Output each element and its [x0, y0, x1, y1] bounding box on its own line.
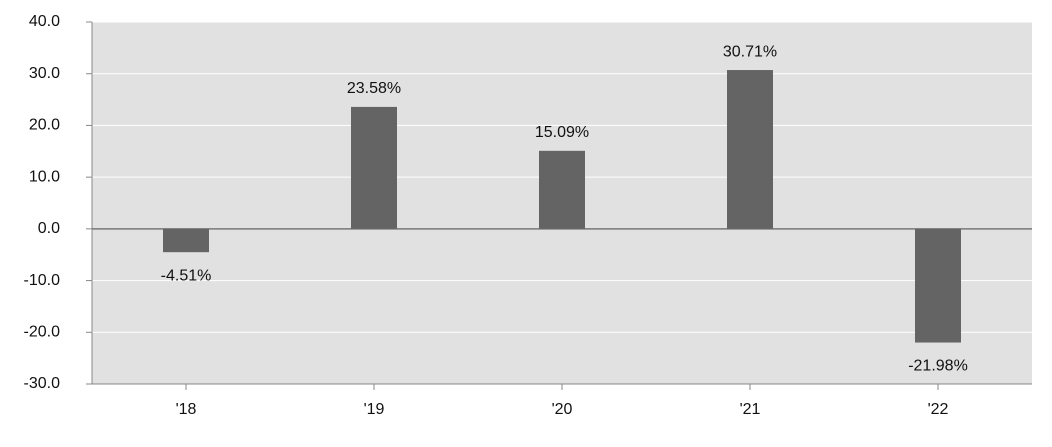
value-label: 15.09% [535, 124, 589, 141]
value-label: 30.71% [723, 43, 777, 60]
y-tick-label: -30.0 [24, 375, 61, 392]
x-tick-label: '21 [740, 401, 761, 418]
y-tick-label: 40.0 [29, 13, 60, 30]
bar [915, 228, 961, 343]
x-tick-label: '18 [176, 401, 197, 418]
value-label: -21.98% [908, 358, 968, 375]
x-tick-label: '19 [364, 401, 385, 418]
y-tick-label: -10.0 [24, 272, 61, 289]
x-tick-label: '22 [928, 401, 949, 418]
y-tick-label: 10.0 [29, 168, 60, 185]
y-tick-label: 30.0 [29, 65, 60, 82]
bar [351, 106, 397, 229]
bar [539, 150, 585, 229]
y-tick-label: -20.0 [24, 324, 61, 341]
x-tick-label: '20 [552, 401, 573, 418]
value-label: -4.51% [161, 267, 212, 284]
y-tick-label: 20.0 [29, 117, 60, 134]
y-tick-label: 0.0 [38, 220, 60, 237]
bar [727, 70, 773, 229]
value-label: 23.58% [347, 80, 401, 97]
bar [163, 228, 209, 253]
